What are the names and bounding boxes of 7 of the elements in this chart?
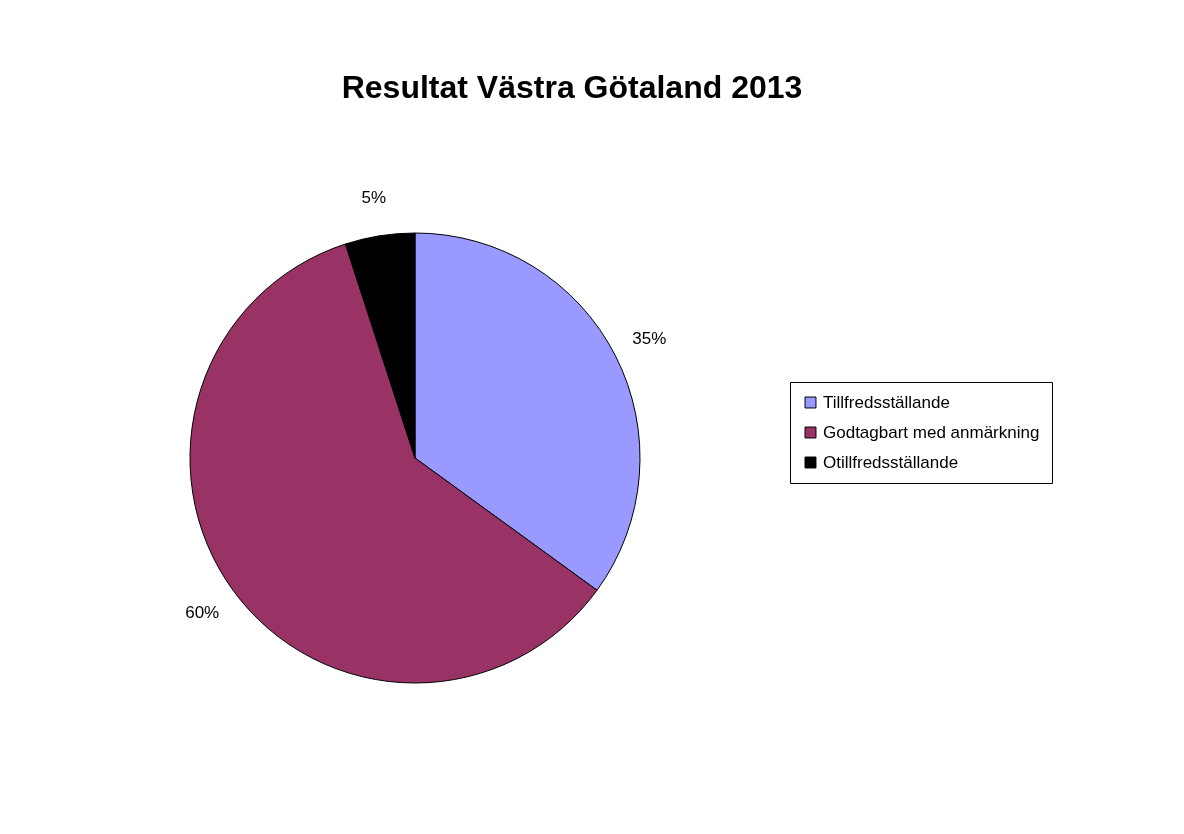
- data-label: 60%: [185, 602, 220, 622]
- legend-label: Otillfredsställande: [823, 452, 959, 472]
- legend-label: Tillfredsställande: [823, 392, 950, 412]
- legend-label: Godtagbart med anmärkning: [823, 422, 1040, 442]
- data-label: 5%: [361, 188, 387, 208]
- data-label: 35%: [632, 328, 667, 348]
- chart-title: Resultat Västra Götaland 2013: [341, 69, 803, 105]
